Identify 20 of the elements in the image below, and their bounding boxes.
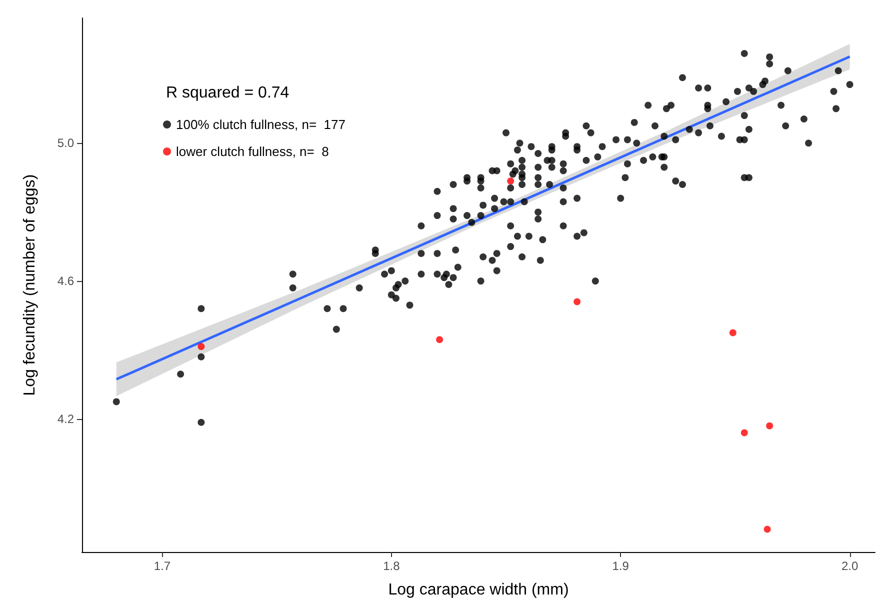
x-tick-label: 1.8 — [383, 559, 400, 573]
point — [574, 298, 581, 306]
point — [729, 329, 736, 336]
x-tick-label: 2.0 — [841, 559, 858, 573]
x-axis-title: Log carapace width (mm) — [388, 582, 569, 598]
annotation: R squared = 0.74 — [166, 84, 290, 102]
point — [764, 526, 771, 533]
point — [740, 429, 748, 436]
point — [436, 336, 444, 344]
legend-label: lower clutch fullness, n= 8 — [176, 144, 329, 159]
x-tick-label: 1.7 — [154, 559, 171, 573]
y-tick-label: 4.6 — [57, 274, 74, 288]
point — [507, 178, 514, 185]
point — [766, 422, 774, 430]
y-tick-label: 5.0 — [57, 136, 74, 150]
y-tick-label: 4.2 — [57, 412, 74, 426]
point — [198, 343, 205, 350]
legend-label: 100% clutch fullness, n= 177 — [176, 117, 346, 132]
x-tick-label: 1.9 — [612, 559, 630, 573]
y-axis-title: Log fecundity (number of eggs) — [22, 174, 38, 396]
